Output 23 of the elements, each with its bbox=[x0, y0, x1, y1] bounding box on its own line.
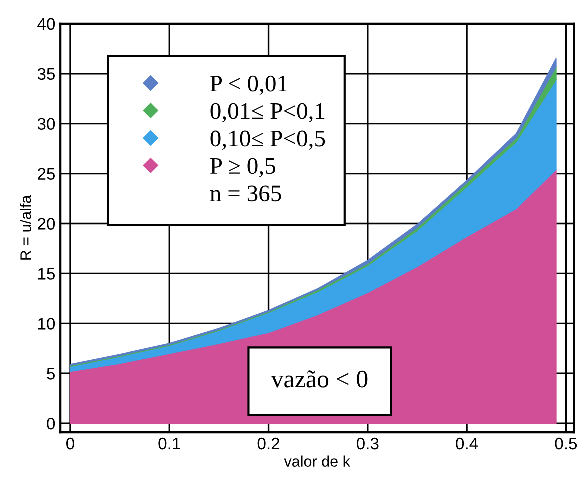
x-tick-label: 0.3 bbox=[356, 438, 379, 450]
y-axis-title: R = u/alfa bbox=[20, 195, 32, 260]
legend-label: P < 0,01 bbox=[210, 76, 288, 96]
annotation: n = 365 bbox=[210, 186, 282, 202]
x-tick-label: 0.1 bbox=[158, 438, 180, 450]
legend-label: 0,10≤ P<0,5 bbox=[210, 130, 326, 150]
y-tick-label: 15 bbox=[38, 268, 56, 280]
x-tick-label: 0.2 bbox=[258, 438, 280, 450]
y-tick-label: 5 bbox=[47, 368, 56, 380]
x-tick-label: 0 bbox=[66, 438, 74, 450]
y-tick-label: 30 bbox=[38, 118, 56, 130]
legend-label: P ≥ 0,5 bbox=[210, 158, 276, 178]
x-tick-label: 0.5 bbox=[555, 438, 577, 450]
x-axis-title: valor de k bbox=[284, 456, 350, 467]
y-tick-label: 0 bbox=[47, 418, 56, 430]
annotation: vazão < 0 bbox=[271, 370, 368, 388]
y-tick-label: 40 bbox=[38, 18, 56, 30]
x-tick-label: 0.4 bbox=[456, 438, 478, 450]
y-tick-label: 25 bbox=[38, 168, 56, 180]
y-tick-label: 20 bbox=[38, 218, 56, 230]
legend-label: 0,01≤ P<0,1 bbox=[210, 103, 325, 123]
y-tick-label: 10 bbox=[38, 318, 56, 330]
y-tick-label: 35 bbox=[38, 68, 56, 80]
